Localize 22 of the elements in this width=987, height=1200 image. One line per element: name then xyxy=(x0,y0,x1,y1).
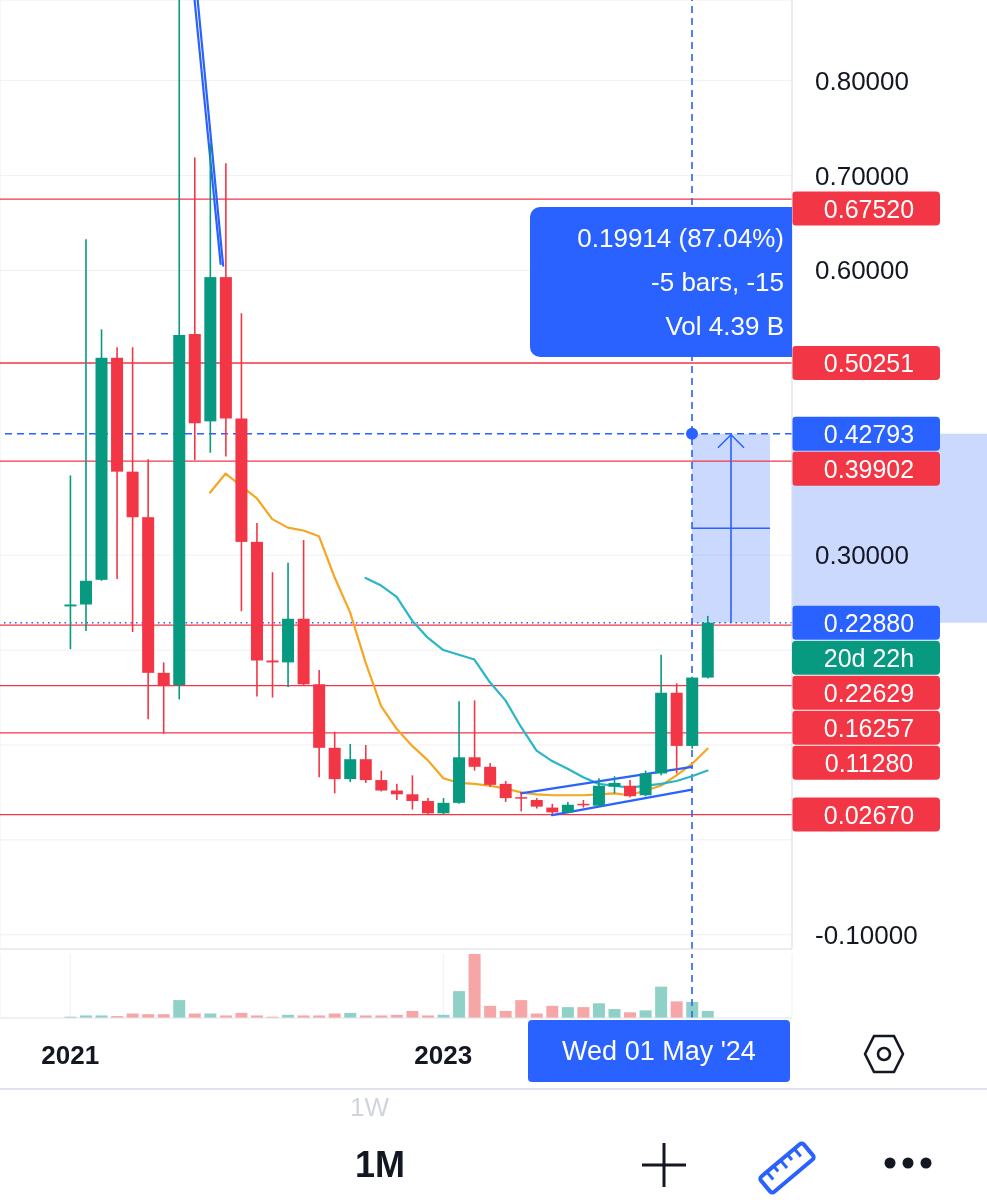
ref-line-label: 0.02670 xyxy=(823,800,915,829)
ref-line-label: 0.22629 xyxy=(823,678,915,707)
text: 20d 22h xyxy=(823,643,915,672)
annotation: Vol 4.39 B xyxy=(664,309,784,343)
y-tick-label: 0.70000 xyxy=(815,160,909,191)
y-tick-label: 0.30000 xyxy=(815,540,909,571)
ref-line-label: 0.67520 xyxy=(823,194,915,223)
ref-line-label: 0.50251 xyxy=(823,348,915,377)
y-tick-label: 0.60000 xyxy=(815,255,909,286)
ref-line-label: 0.16257 xyxy=(823,713,915,742)
ref-line-label: 0.42793 xyxy=(823,419,915,448)
ref-line-label: 0.22880 xyxy=(823,608,915,637)
x-tick-label: 2021 xyxy=(41,1040,100,1070)
annotation: 0.19914 (87.04%) xyxy=(576,221,784,255)
annotation: -5 bars, -15 xyxy=(650,265,784,299)
y-tick-label: -0.10000 xyxy=(815,919,918,950)
text: 1M xyxy=(355,1144,406,1185)
y-tick-label: 0.80000 xyxy=(815,65,909,96)
x-tick-label: 2023 xyxy=(414,1040,473,1070)
ref-line-label: Wed 01 May '24 xyxy=(562,1036,756,1066)
ref-line-label: 0.39902 xyxy=(823,454,915,483)
ref-line-label: 0.11280 xyxy=(824,748,914,777)
